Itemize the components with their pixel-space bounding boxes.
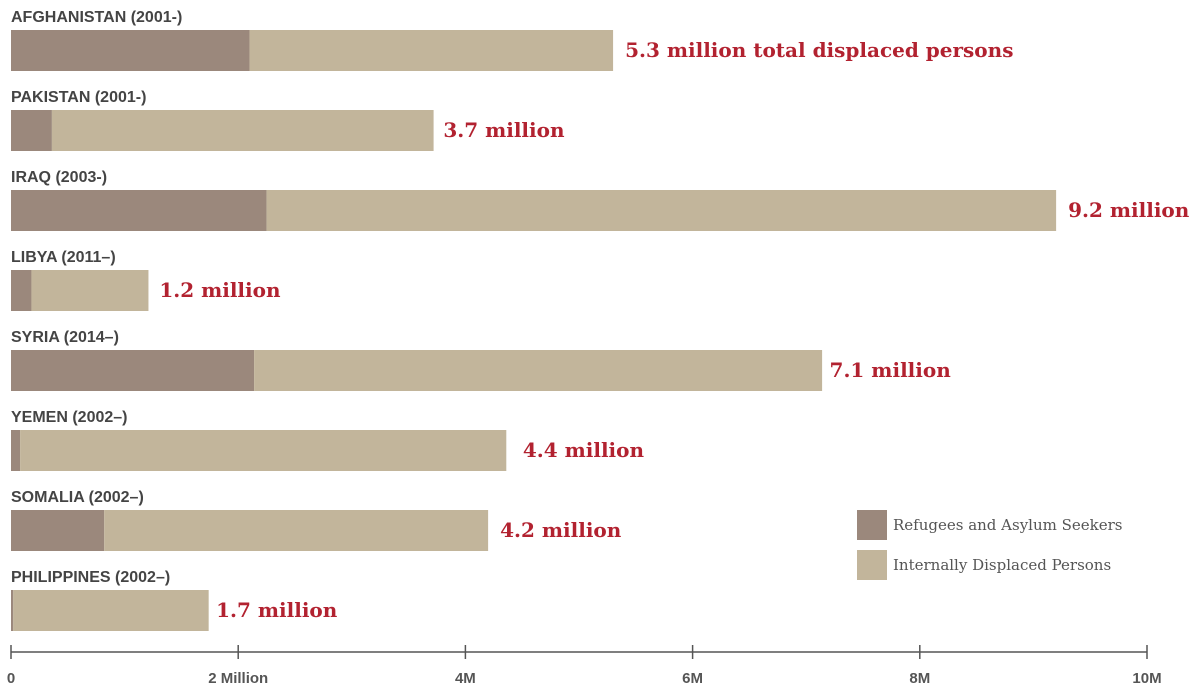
bar-segment [11, 270, 32, 311]
bar-segment [104, 510, 489, 551]
bar-segment [13, 590, 209, 631]
total-label: 3.7 million [443, 118, 565, 142]
bar-segment [11, 590, 14, 631]
total-label: 4.4 million [523, 438, 645, 462]
legend-label: Refugees and Asylum Seekers [893, 516, 1123, 534]
bar-segment [11, 190, 267, 231]
total-label: 1.7 million [216, 598, 338, 622]
category-label: PAKISTAN (2001-) [11, 89, 146, 106]
total-label: 7.1 million [830, 358, 952, 382]
bar-segment [11, 110, 52, 151]
bar-segment [51, 110, 434, 151]
category-label: AFGHANISTAN (2001-) [11, 9, 182, 26]
bar-segment [249, 30, 614, 71]
bar-segment [11, 350, 255, 391]
x-tick-label: 2 Million [208, 670, 268, 685]
category-label: PHILIPPINES (2002–) [11, 569, 170, 586]
legend-swatch [857, 550, 887, 580]
total-label: 9.2 million [1068, 198, 1190, 222]
category-label: YEMEN (2002–) [11, 409, 128, 426]
bar-segment [11, 30, 250, 71]
bar-segment [254, 350, 823, 391]
category-label: IRAQ (2003-) [11, 169, 107, 186]
category-label: SOMALIA (2002–) [11, 489, 144, 506]
total-label: 4.2 million [500, 518, 622, 542]
bar-segment [11, 510, 105, 551]
total-label: 5.3 million total displaced persons [625, 38, 1013, 62]
bar-segment [11, 430, 21, 471]
bar-segment [31, 270, 149, 311]
category-label: SYRIA (2014–) [11, 329, 119, 346]
x-tick-label: 4M [455, 670, 476, 685]
legend-swatch [857, 510, 887, 540]
total-label: 1.2 million [159, 278, 281, 302]
bar-segment [20, 430, 507, 471]
bar-segment [266, 190, 1057, 231]
x-tick-label: 6M [682, 670, 703, 685]
legend-label: Internally Displaced Persons [893, 556, 1111, 574]
x-tick-label: 0 [7, 670, 15, 685]
x-tick-label: 10M [1132, 670, 1161, 685]
x-tick-label: 8M [909, 670, 930, 685]
category-label: LIBYA (2011–) [11, 249, 116, 266]
